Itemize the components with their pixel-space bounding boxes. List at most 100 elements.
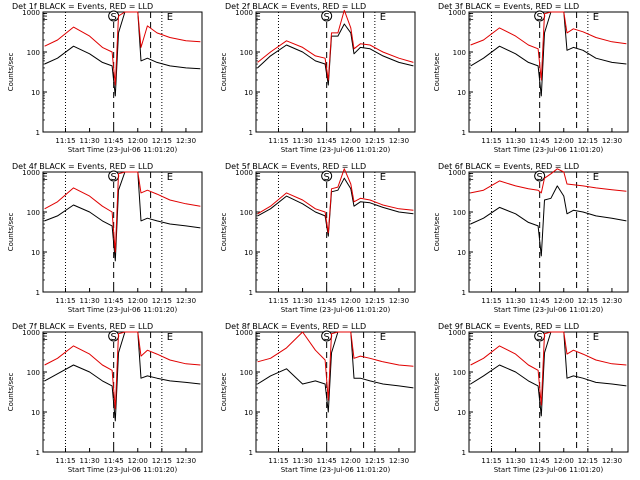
y-tick-label: 1000 [448, 169, 466, 177]
end-marker-label: E [593, 172, 599, 183]
y-tick-label: 1 [462, 449, 466, 457]
end-marker-label: E [380, 172, 386, 183]
y-tick-label: 10 [244, 89, 253, 97]
y-tick-label: 10 [457, 89, 466, 97]
x-tick-label: 12:15 [365, 457, 385, 465]
y-tick-label: 10 [457, 249, 466, 257]
y-tick-label: 10 [244, 409, 253, 417]
panel-title: Det 4f BLACK = Events, RED = LLD [12, 162, 153, 171]
x-axis-label: Start Time (23-Jul-06 11:01:20) [281, 306, 391, 314]
x-tick-label: 11:30 [79, 297, 99, 305]
x-tick-label: 12:00 [128, 137, 148, 145]
x-tick-label: 12:00 [554, 137, 574, 145]
y-tick-label: 1 [36, 289, 40, 297]
x-tick-label: 12:00 [554, 297, 574, 305]
x-tick-label: 11:15 [481, 457, 501, 465]
panel-title: Det 2f BLACK = Events, RED = LLD [225, 2, 366, 11]
y-axis-label: Counts/sec [220, 213, 228, 252]
end-marker-label: E [41, 12, 47, 23]
end-marker-label: E [380, 332, 386, 343]
x-tick-label: 12:15 [152, 457, 172, 465]
start-marker-label: S [323, 332, 329, 343]
x-tick-label: 11:45 [530, 297, 550, 305]
y-tick-label: 100 [240, 49, 253, 57]
plot-frame [42, 331, 203, 453]
start-marker-label: S [536, 12, 542, 23]
plot-frame [255, 331, 416, 453]
y-tick-label: 100 [240, 209, 253, 217]
end-marker-label: E [167, 332, 173, 343]
y-axis-label: Counts/sec [220, 373, 228, 412]
x-tick-label: 11:15 [268, 297, 288, 305]
series-line-lld [44, 11, 201, 86]
start-marker-label: S [536, 332, 542, 343]
x-tick-label: 11:30 [505, 137, 525, 145]
y-tick-label: 1000 [235, 329, 253, 337]
end-marker-label: E [41, 172, 47, 183]
plot-frame [255, 11, 416, 133]
x-tick-label: 11:30 [292, 457, 312, 465]
x-tick-label: 11:15 [268, 457, 288, 465]
y-tick-label: 1 [462, 129, 466, 137]
x-tick-label: 11:45 [530, 457, 550, 465]
end-marker-label: E [593, 332, 599, 343]
y-axis-label: Counts/sec [433, 213, 441, 252]
x-tick-label: 11:45 [317, 457, 337, 465]
x-tick-label: 12:30 [176, 297, 196, 305]
x-axis-label: Start Time (23-Jul-06 11:01:20) [494, 306, 604, 314]
start-marker-circle [321, 170, 333, 182]
plot-frame [468, 11, 629, 133]
x-tick-label: 12:30 [602, 137, 622, 145]
y-tick-label: 1 [249, 129, 253, 137]
panel-title: Det 8f BLACK = Events, RED = LLD [225, 322, 366, 331]
x-tick-label: 12:15 [365, 297, 385, 305]
y-tick-label: 1 [462, 289, 466, 297]
series-line-events [44, 331, 201, 422]
x-tick-label: 11:45 [317, 297, 337, 305]
series-line-lld [257, 331, 414, 401]
x-axis-label: Start Time (23-Jul-06 11:01:20) [68, 146, 178, 154]
series-line-events [257, 177, 414, 237]
y-axis-label: Counts/sec [220, 53, 228, 92]
y-tick-label: 1 [249, 289, 253, 297]
x-axis-label: Start Time (23-Jul-06 11:01:20) [494, 146, 604, 154]
y-tick-label: 1000 [235, 169, 253, 177]
y-tick-label: 100 [453, 209, 466, 217]
x-axis-label: Start Time (23-Jul-06 11:01:20) [494, 466, 604, 474]
x-tick-label: 12:00 [128, 297, 148, 305]
y-tick-label: 1000 [448, 329, 466, 337]
start-marker-label: S [536, 172, 542, 183]
y-tick-label: 1000 [22, 9, 40, 17]
x-tick-label: 12:30 [389, 137, 409, 145]
series-line-lld [470, 331, 627, 406]
start-marker-label: S [110, 172, 116, 183]
y-tick-label: 10 [457, 409, 466, 417]
y-axis-label: Counts/sec [433, 373, 441, 412]
series-line-events [257, 23, 414, 86]
x-tick-label: 12:00 [341, 137, 361, 145]
plot-frame [255, 171, 416, 293]
x-tick-label: 11:15 [481, 137, 501, 145]
y-tick-label: 1000 [22, 169, 40, 177]
series-line-lld [470, 168, 627, 194]
y-tick-label: 10 [31, 89, 40, 97]
end-marker-label: E [467, 172, 473, 183]
x-tick-label: 11:30 [79, 137, 99, 145]
x-tick-label: 12:15 [578, 137, 598, 145]
y-axis-label: Counts/sec [433, 53, 441, 92]
x-tick-label: 11:30 [79, 457, 99, 465]
y-tick-label: 1 [36, 129, 40, 137]
x-tick-label: 11:30 [505, 457, 525, 465]
panel-title: Det 6f BLACK = Events, RED = LLD [438, 162, 579, 171]
start-marker-label: S [110, 12, 116, 23]
series-line-events [44, 171, 201, 262]
series-line-events [470, 185, 627, 257]
series-line-events [470, 331, 627, 417]
panel-title: Det 3f BLACK = Events, RED = LLD [438, 2, 579, 11]
